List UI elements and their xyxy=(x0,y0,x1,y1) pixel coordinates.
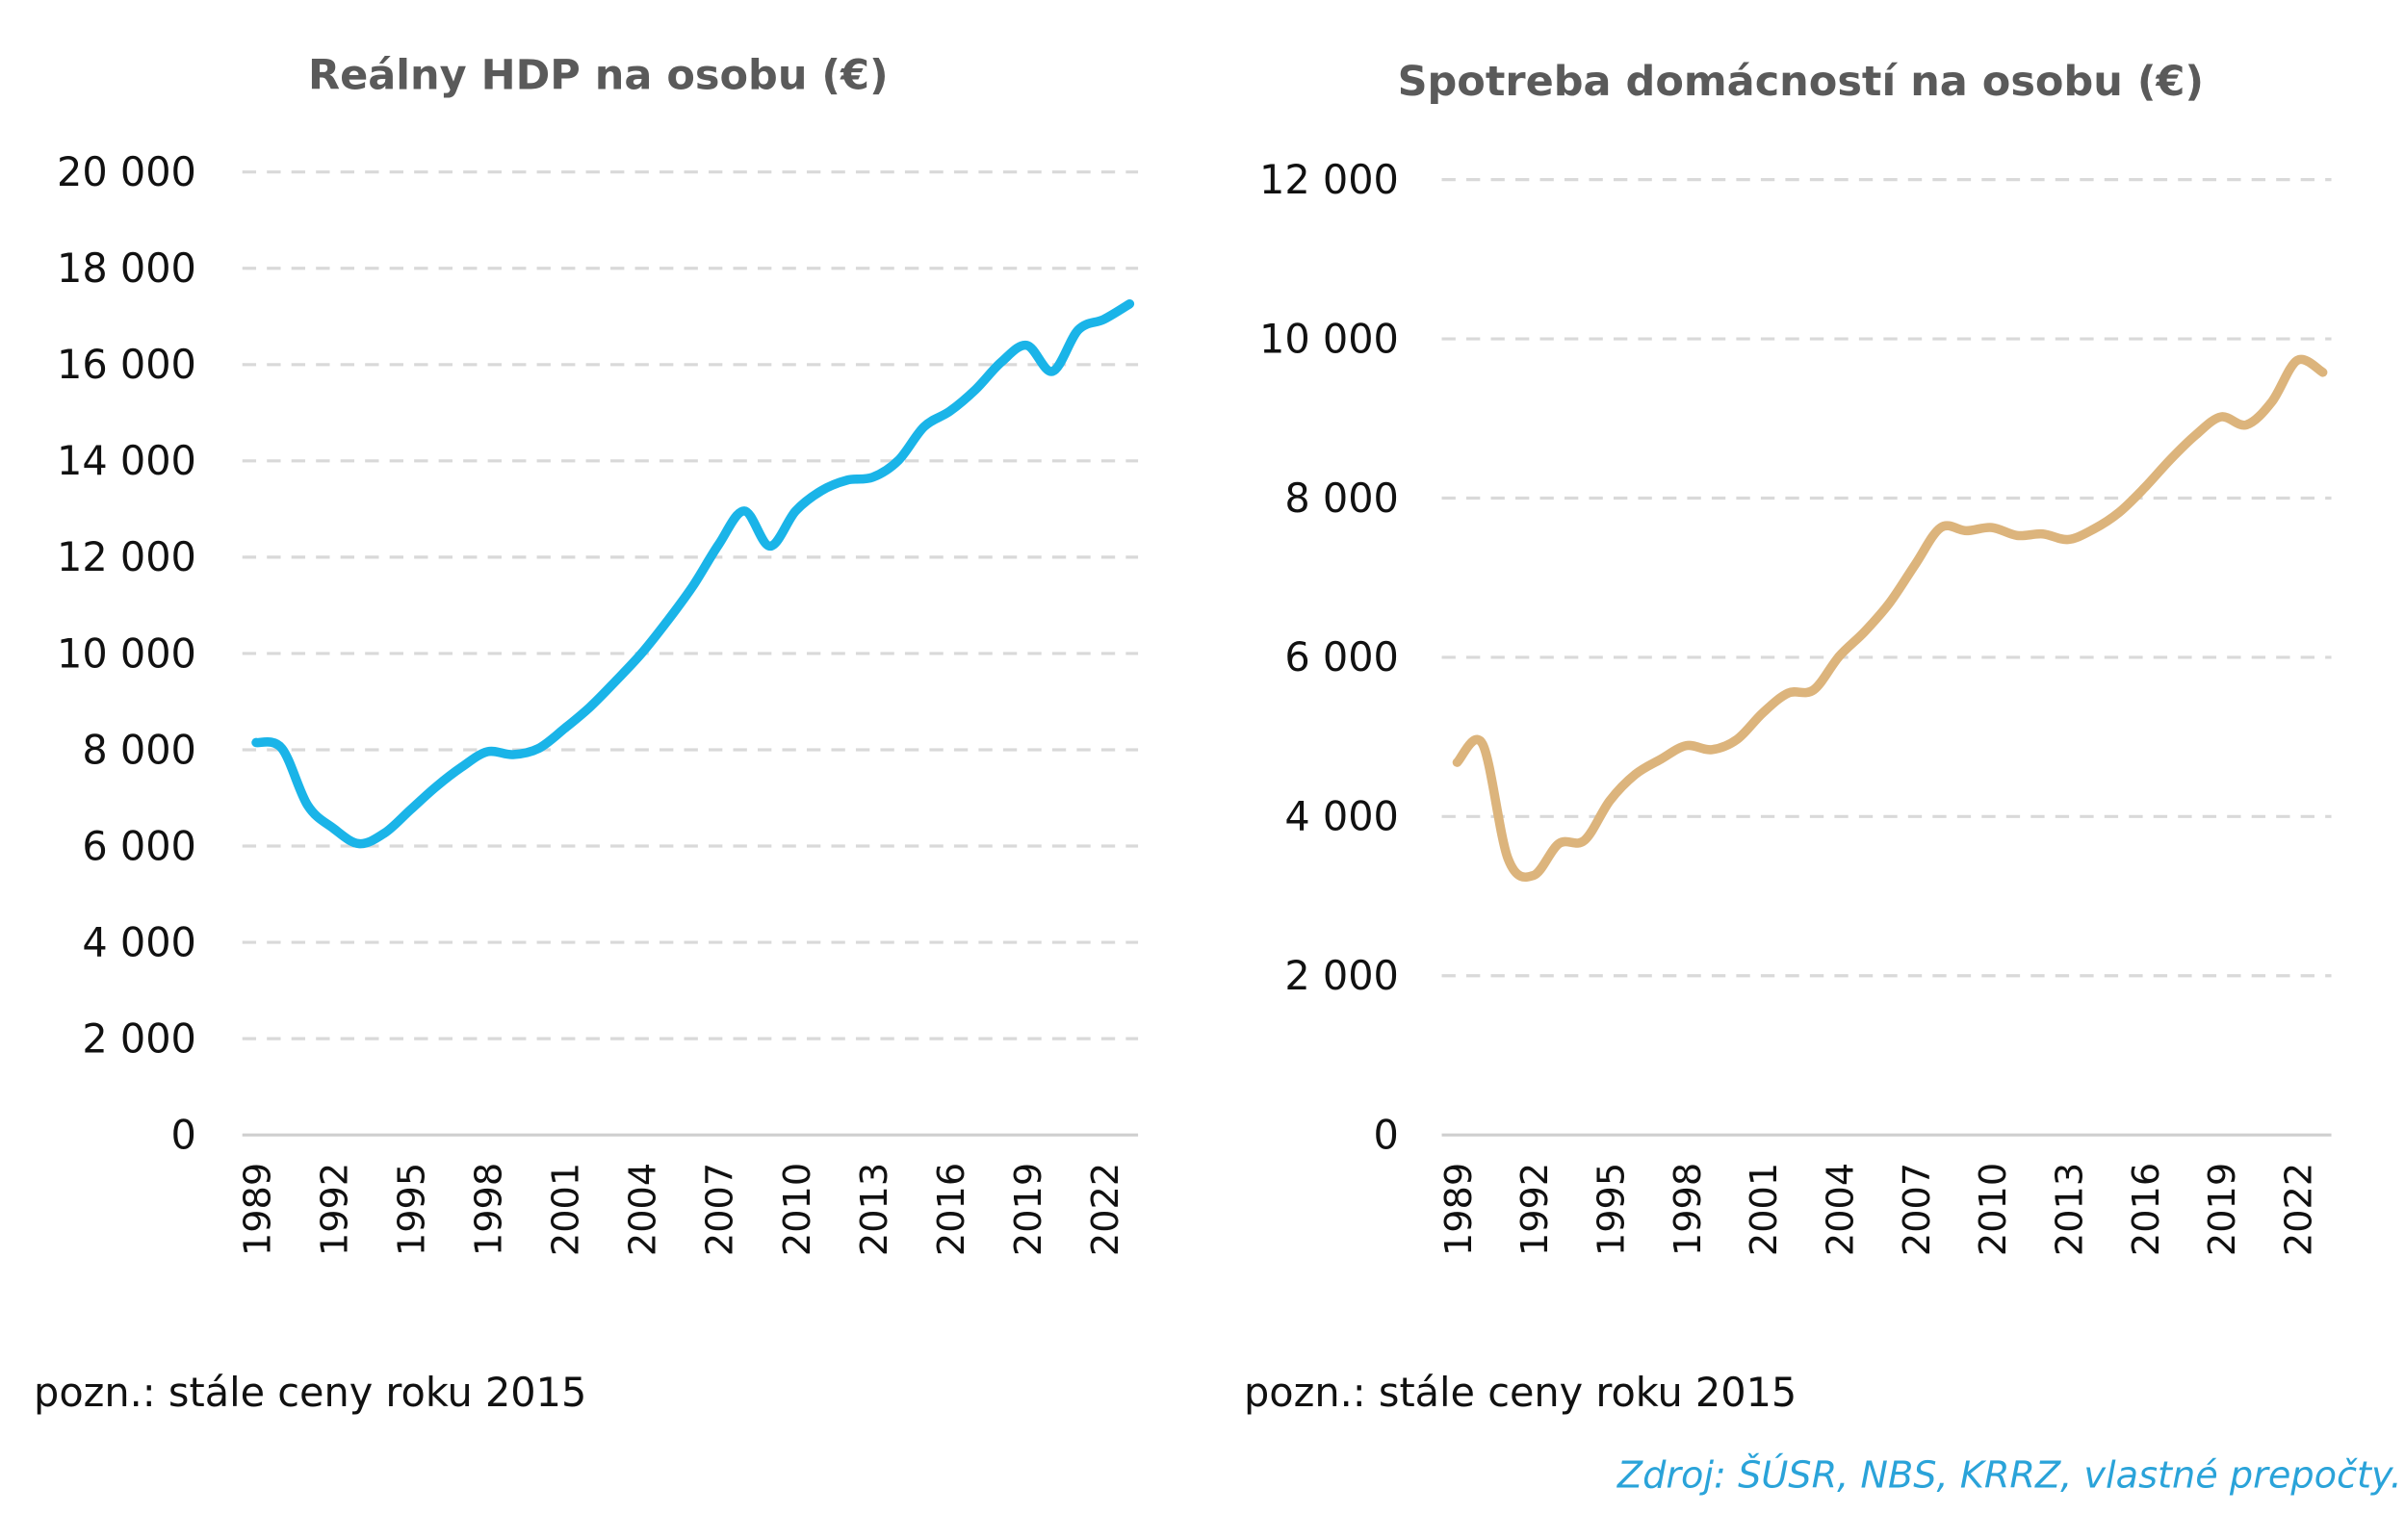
x-tick-label: 2004 xyxy=(623,1163,665,1256)
x-tick-label: 2004 xyxy=(1820,1163,1862,1256)
y-tick-label: 10 000 xyxy=(1259,316,1399,362)
y-tick-label: 16 000 xyxy=(57,342,196,388)
x-tick-label: 1998 xyxy=(1668,1163,1710,1256)
y-tick-label: 12 000 xyxy=(1259,157,1399,203)
x-tick-label: 2013 xyxy=(2049,1163,2091,1256)
consumption-chart: 0 2 000 4 000 6 000 8 000 10 000 12 000 1989 199… xyxy=(1259,157,2332,1256)
series-line xyxy=(1452,354,2328,882)
y-tick-label: 2 000 xyxy=(1284,953,1399,999)
x-tick-label: 2007 xyxy=(700,1163,742,1256)
y-tick-label: 6 000 xyxy=(82,823,196,869)
x-tick-label: 2022 xyxy=(1085,1163,1127,1256)
y-tick-label: 14 000 xyxy=(57,438,196,484)
x-tick-label: 2010 xyxy=(777,1163,819,1256)
y-tick-label: 2 000 xyxy=(82,1015,196,1062)
chart-1-note: pozn.: stále ceny roku 2015 xyxy=(34,1370,586,1416)
y-tick-label: 10 000 xyxy=(57,630,196,677)
chart-2-title: Spotreba domácností na osobu (€) xyxy=(1398,58,2205,106)
x-tick-label: 2022 xyxy=(2279,1163,2321,1256)
chart-2-note: pozn.: stále ceny roku 2015 xyxy=(1244,1370,1797,1416)
x-tick-label: 1995 xyxy=(1590,1163,1633,1256)
x-tick-label: 2001 xyxy=(546,1163,588,1256)
x-tick-label: 1989 xyxy=(1438,1163,1481,1256)
y-tick-label: 0 xyxy=(1374,1112,1399,1158)
y-tick-label: 0 xyxy=(171,1112,196,1158)
series-line xyxy=(251,298,1135,849)
x-tick-label: 1992 xyxy=(1514,1163,1557,1256)
x-tick-label: 2016 xyxy=(931,1163,973,1256)
x-tick-label: 2019 xyxy=(1008,1163,1050,1256)
gdp-chart: 0 2 000 4 000 6 000 8 000 10 000 12 000 14 000 1… xyxy=(57,149,1139,1256)
y-tick-label: 20 000 xyxy=(57,149,196,195)
x-tick-label: 2016 xyxy=(2126,1163,2168,1256)
x-tick-label: 1995 xyxy=(391,1163,433,1256)
y-tick-label: 4 000 xyxy=(1284,794,1399,840)
x-tick-label: 2013 xyxy=(854,1163,896,1256)
source-note: Zdroj: ŠÚSR, NBS, KRRZ, vlastné prepočty… xyxy=(1616,1452,2402,1498)
x-tick-label: 1992 xyxy=(314,1163,356,1256)
y-tick-label: 12 000 xyxy=(57,534,196,580)
y-tick-label: 8 000 xyxy=(1284,475,1399,522)
x-tick-label: 2001 xyxy=(1744,1163,1786,1256)
x-tick-label: 2019 xyxy=(2202,1163,2244,1256)
x-tick-label: 1989 xyxy=(237,1163,279,1256)
x-tick-label: 1998 xyxy=(469,1163,511,1256)
y-tick-label: 18 000 xyxy=(57,245,196,292)
chart-1-title: Reálny HDP na osobu (€) xyxy=(308,52,889,100)
x-tick-label: 2010 xyxy=(1973,1163,2015,1256)
y-tick-label: 6 000 xyxy=(1284,634,1399,680)
y-tick-label: 8 000 xyxy=(82,727,196,773)
x-tick-label: 2007 xyxy=(1897,1163,1939,1256)
y-tick-label: 4 000 xyxy=(82,919,196,965)
